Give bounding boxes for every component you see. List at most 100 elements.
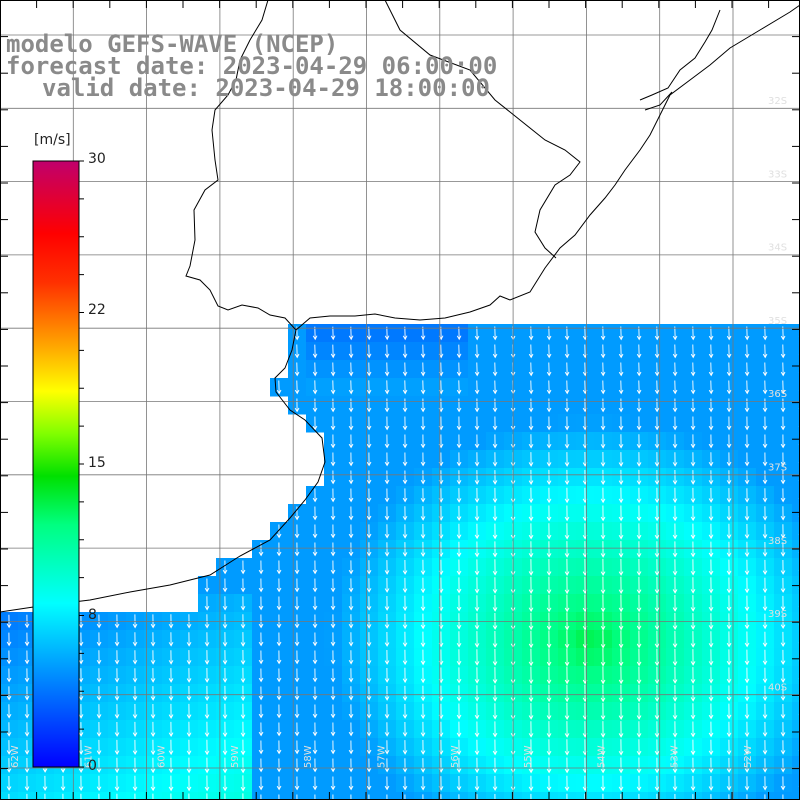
wind-arrow [474,649,480,666]
wind-arrow [744,380,750,395]
wind-arrow [726,649,732,666]
wind-arrow [222,703,228,720]
wind-arrow [348,704,354,719]
wind-arrow [402,740,408,755]
wind-arrow [96,757,102,774]
wind-arrow [618,775,624,792]
wind-arrow [492,470,498,485]
wind-arrow [456,559,462,576]
wind-arrow [762,721,768,737]
wind-arrow [546,630,552,649]
wind-arrow [6,686,12,701]
wind-arrow [600,469,606,486]
wind-arrow [132,703,138,719]
wind-arrow [366,758,372,773]
wind-arrow [636,648,642,667]
wind-arrow [384,416,390,431]
wind-arrow [456,649,462,666]
wind-arrow [312,506,318,521]
wind-arrow [546,684,552,703]
wind-arrow [330,542,336,557]
wind-arrow [618,684,624,703]
wind-arrow [780,740,786,755]
wind-arrow [690,685,696,702]
lat-label: 39S [768,609,787,620]
wind-arrow [456,398,462,413]
wind-arrow [528,469,534,486]
wind-arrow [744,595,750,612]
wind-arrow [654,684,660,702]
wind-arrow [312,380,318,395]
wind-arrow [690,487,696,504]
wind-arrow [564,380,570,395]
wind-arrow [762,380,768,395]
wind-arrow [150,721,156,738]
wind-arrow [474,487,480,503]
wind-arrow [474,326,480,341]
wind-arrow [636,775,642,792]
wind-arrow [366,776,372,791]
wind-arrow [528,559,534,576]
wind-arrow [744,721,750,738]
wind-arrow [672,505,678,522]
title-forecast-date: forecast date: 2023-04-29 06:00:00 [6,52,498,80]
wind-arrow [636,702,642,720]
wind-arrow [96,686,102,701]
wind-arrow [546,469,552,486]
colorbar-label-15: 15 [88,455,106,471]
wind-arrow [618,380,624,395]
wind-arrow [384,704,390,719]
wind-arrow [96,775,102,792]
wind-arrow [528,434,534,449]
wind-arrow [402,362,408,377]
wind-arrow [762,667,768,684]
wind-arrow [78,704,84,719]
wind-arrow [708,775,714,791]
wind-arrow [744,703,750,720]
wind-arrow [330,380,336,395]
wind-arrow [654,505,660,522]
wind-arrow [744,758,750,773]
wind-arrow [618,630,624,649]
wind-arrow [240,775,246,792]
wind-arrow [114,704,120,719]
wind-arrow [708,577,714,594]
wind-arrow [546,541,552,558]
wind-arrow [168,668,174,683]
wind-arrow [618,487,624,504]
wind-arrow [654,326,660,341]
wind-arrow [402,776,408,791]
wind-arrow [708,523,714,540]
wind-arrow [384,631,390,647]
wind-arrow [312,344,318,359]
wind-arrow [330,344,336,359]
wind-arrow [474,721,480,738]
wind-arrow [114,650,120,665]
wind-arrow [654,362,660,377]
wind-arrow [564,487,570,504]
wind-arrow [636,630,642,649]
lat-label: 38S [768,536,787,547]
wind-arrow [96,721,102,737]
wind-arrow [600,362,606,377]
wind-arrow [726,667,732,684]
wind-arrow [348,578,354,593]
wind-arrow [672,577,678,594]
wind-arrow [348,596,354,611]
wind-arrow [528,362,534,377]
wind-arrow [654,487,660,504]
wind-arrow [546,739,552,756]
wind-arrow [348,452,354,467]
wind-arrow [474,775,480,791]
wind-arrow [420,398,426,413]
wind-arrow [420,434,426,449]
wind-arrow [258,704,264,719]
wind-arrow [366,452,372,467]
wind-arrow [366,632,372,647]
sea-cell [792,342,800,361]
wind-arrow [546,487,552,504]
wind-arrow [618,434,624,449]
wind-arrow [708,559,714,576]
wind-arrow [294,524,300,539]
wind-arrow [240,632,246,647]
